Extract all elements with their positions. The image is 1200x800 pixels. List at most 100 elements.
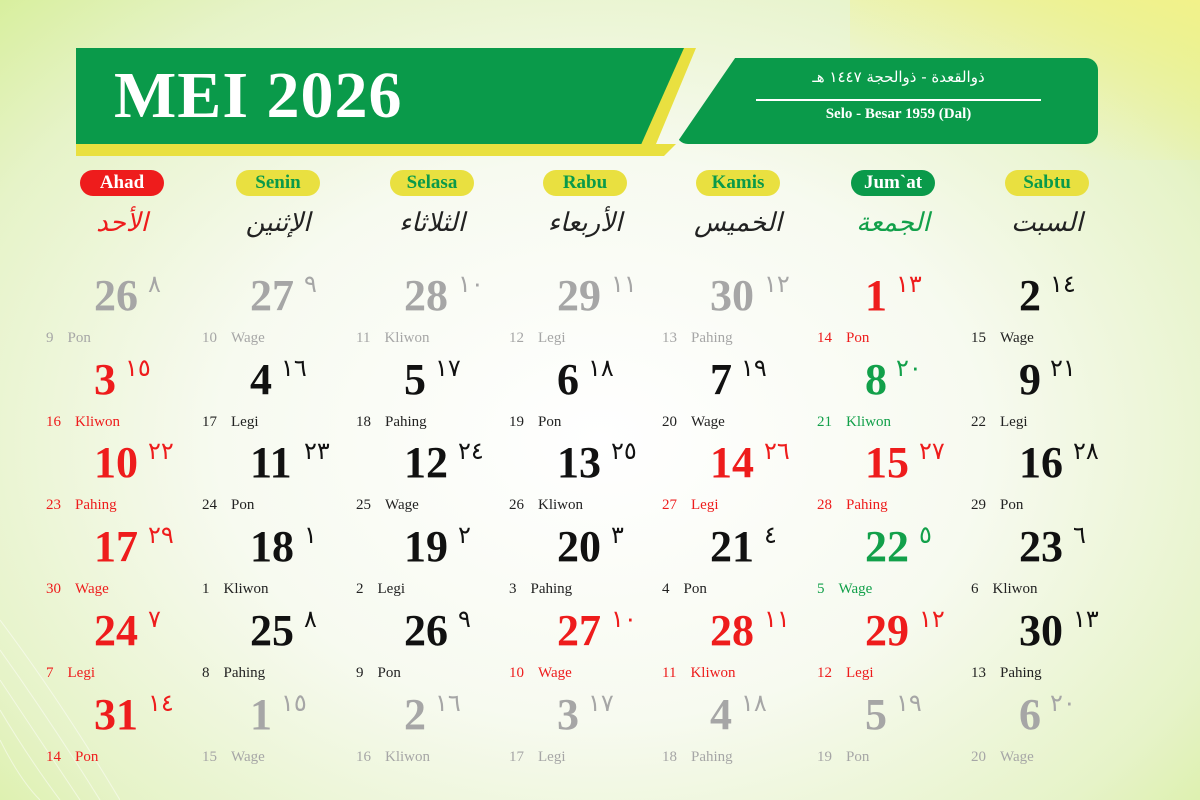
pasaran: Pon <box>1000 497 1024 513</box>
pasaran: Pon <box>683 581 707 597</box>
hijri-date: ١٨ <box>588 354 614 382</box>
day-cell: 1 ١٣ 14 Pon <box>817 272 993 356</box>
date-number: 18 <box>250 522 294 571</box>
hijri-date: ٢٤ <box>458 437 484 465</box>
pasaran: Pahing <box>691 749 733 765</box>
javanese-date: 24 Pon <box>202 497 254 514</box>
javanese-date: 19 Pon <box>817 749 869 766</box>
day-cell: 6 ١٨ 19 Pon <box>509 354 685 440</box>
javanese-day-number: 13 <box>662 330 677 346</box>
day-header-kamis: Kamis <box>696 170 780 196</box>
pasaran: Legi <box>1000 414 1028 430</box>
hijri-date: ٨ <box>148 270 161 298</box>
date-number: 11 <box>250 438 292 487</box>
javanese-date: 18 Pahing <box>662 749 733 766</box>
javanese-date: 2 Legi <box>356 581 405 598</box>
hijri-date: ١١ <box>764 605 790 633</box>
day-cell: 16 ٢٨ 29 Pon <box>971 439 1147 523</box>
javanese-day-number: 20 <box>971 749 986 765</box>
date-number: 4 <box>710 690 732 739</box>
date-number: 1 <box>250 690 272 739</box>
date-number: 13 <box>557 438 601 487</box>
date-number: 4 <box>250 355 272 404</box>
pasaran: Pahing <box>846 497 888 513</box>
day-cell: 1 ١٥ 15 Wage <box>202 690 378 775</box>
javanese-months: Selo - Besar 1959 (Dal) <box>825 106 972 122</box>
hijri-date: ١٥ <box>125 354 151 382</box>
javanese-date: 27 Legi <box>662 497 719 514</box>
date-number: 15 <box>865 438 909 487</box>
date-number: 30 <box>1019 606 1063 655</box>
pasaran: Kliwon <box>538 497 583 513</box>
javanese-day-number: 28 <box>817 497 832 513</box>
day-cell: 4 ١٨ 18 Pahing <box>662 690 838 775</box>
date-number: 27 <box>557 606 601 655</box>
javanese-day-number: 12 <box>509 330 524 346</box>
javanese-day-number: 17 <box>509 749 524 765</box>
hijri-date: ١٢ <box>919 605 945 633</box>
day-arabic-name: الإثنين <box>245 208 311 238</box>
javanese-date: 9 Pon <box>46 330 91 347</box>
hijri-date: ٢١ <box>1050 354 1076 382</box>
date-number: 6 <box>1019 690 1041 739</box>
pasaran: Legi <box>67 665 96 681</box>
hijri-date: ١١ <box>611 270 637 298</box>
day-cell: 27 ٩ 10 Wage <box>202 272 378 356</box>
date-number: 8 <box>865 355 887 404</box>
hijri-date: ١٧ <box>588 689 614 717</box>
hijri-date: ٢٦ <box>764 437 790 465</box>
day-cell: 26 ٩ 9 Pon <box>356 605 532 691</box>
day-cell: 15 ٢٧ 28 Pahing <box>817 438 993 523</box>
hijri-date: ١٦ <box>281 354 307 382</box>
pasaran: Legi <box>691 497 719 513</box>
hijri-date: ٧ <box>148 605 161 633</box>
date-number: 7 <box>710 355 732 404</box>
date-number: 25 <box>250 606 294 655</box>
day-cell: 29 ١١ 12 Legi <box>509 270 685 356</box>
javanese-day-number: 10 <box>509 665 524 681</box>
javanese-date: 19 Pon <box>509 414 561 431</box>
day-cell: 9 ٢١ 22 Legi <box>971 354 1147 440</box>
pasaran: Kliwon <box>384 330 430 346</box>
javanese-date: 13 Pahing <box>971 665 1042 682</box>
javanese-date: 26 Kliwon <box>509 497 583 514</box>
javanese-day-number: 29 <box>971 497 986 513</box>
pasaran: Pon <box>846 330 870 346</box>
day-cell: 5 ١٩ 19 Pon <box>817 691 993 775</box>
date-number: 31 <box>94 690 138 739</box>
hijri-date: ١٦ <box>435 689 461 717</box>
day-arabic-name: الأربعاء <box>547 208 623 238</box>
day-cell: 31 ١٤ 14 Pon <box>46 690 222 775</box>
date-number: 19 <box>404 522 448 571</box>
date-number: 24 <box>94 606 138 655</box>
date-number: 10 <box>94 438 138 487</box>
javanese-date: 3 Pahing <box>509 581 572 598</box>
pasaran: Wage <box>538 665 572 681</box>
javanese-day-number: 9 <box>356 665 364 681</box>
hijri-date: ٩ <box>458 605 471 633</box>
day-cell: 28 ١٠ 11 Kliwon <box>356 272 532 356</box>
hijri-date: ١ <box>304 521 317 549</box>
hijri-date: ٤ <box>764 521 777 549</box>
pasaran: Pon <box>75 749 99 765</box>
hijri-date: ١٠ <box>611 605 637 633</box>
javanese-day-number: 23 <box>46 497 61 513</box>
day-cell: 30 ١٣ 13 Pahing <box>971 606 1147 691</box>
javanese-date: 25 Wage <box>356 497 419 514</box>
day-cell: 10 ٢٢ 23 Pahing <box>46 438 222 523</box>
day-cell: 4 ١٦ 17 Legi <box>202 354 378 440</box>
pasaran: Pahing <box>223 665 266 681</box>
day-arabic-name: الجمعة <box>856 208 930 238</box>
javanese-day-number: 10 <box>202 330 217 346</box>
hijri-date: ٢٠ <box>1050 689 1076 717</box>
hijri-date: ١٩ <box>741 354 767 382</box>
javanese-date: 18 Pahing <box>356 414 427 431</box>
day-cell: 23 ٦ 6 Kliwon <box>971 523 1147 607</box>
hijri-date: ٨ <box>304 605 317 633</box>
header-green-banner <box>76 48 691 144</box>
javanese-day-number: 16 <box>46 414 61 430</box>
javanese-day-number: 13 <box>971 665 986 681</box>
pasaran: Wage <box>75 581 109 597</box>
day-cell: 8 ٢٠ 21 Kliwon <box>817 355 993 440</box>
pasaran: Kliwon <box>992 581 1038 597</box>
